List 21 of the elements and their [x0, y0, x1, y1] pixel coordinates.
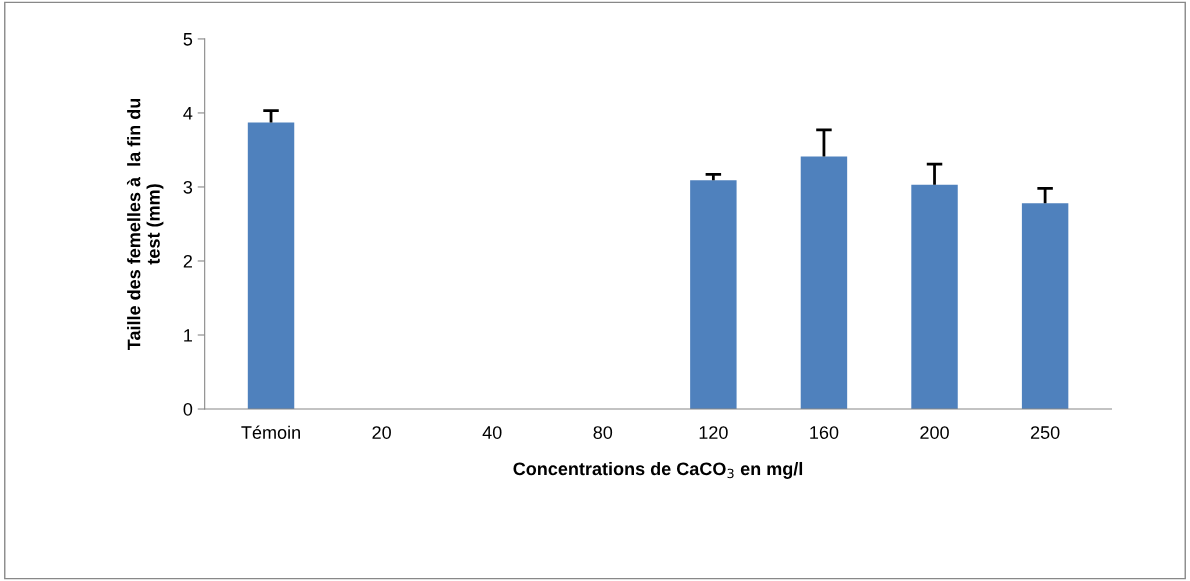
- x-tick-label: Témoin: [241, 425, 300, 439]
- x-axis-title: Concentrations de CaCO$_{3}$ en mg/l: [513, 461, 803, 479]
- y-tick-label: 4: [183, 107, 193, 120]
- y-tick-label: 1: [184, 329, 192, 342]
- x-tick-label: 200: [920, 426, 949, 439]
- bar: [1021, 203, 1069, 410]
- x-tick-label: 20: [372, 426, 391, 439]
- bar: [911, 184, 958, 410]
- x-tick-label: 80: [593, 426, 613, 439]
- y-tick-label: 0: [183, 402, 193, 416]
- x-tick-label: 40: [482, 426, 502, 439]
- x-tick-label: 120: [699, 426, 728, 439]
- y-tick-label: 3: [183, 180, 193, 194]
- bar: [690, 180, 737, 410]
- y-axis-title: Taille des femelles à la fin du test (mm): [126, 98, 164, 351]
- x-tick-label: 250: [1030, 426, 1060, 439]
- bar: [800, 156, 848, 410]
- y-tick-label: 5: [183, 33, 193, 46]
- bar: [247, 122, 295, 410]
- y-tick-label: 2: [183, 254, 192, 268]
- x-tick-label: 160: [810, 426, 839, 439]
